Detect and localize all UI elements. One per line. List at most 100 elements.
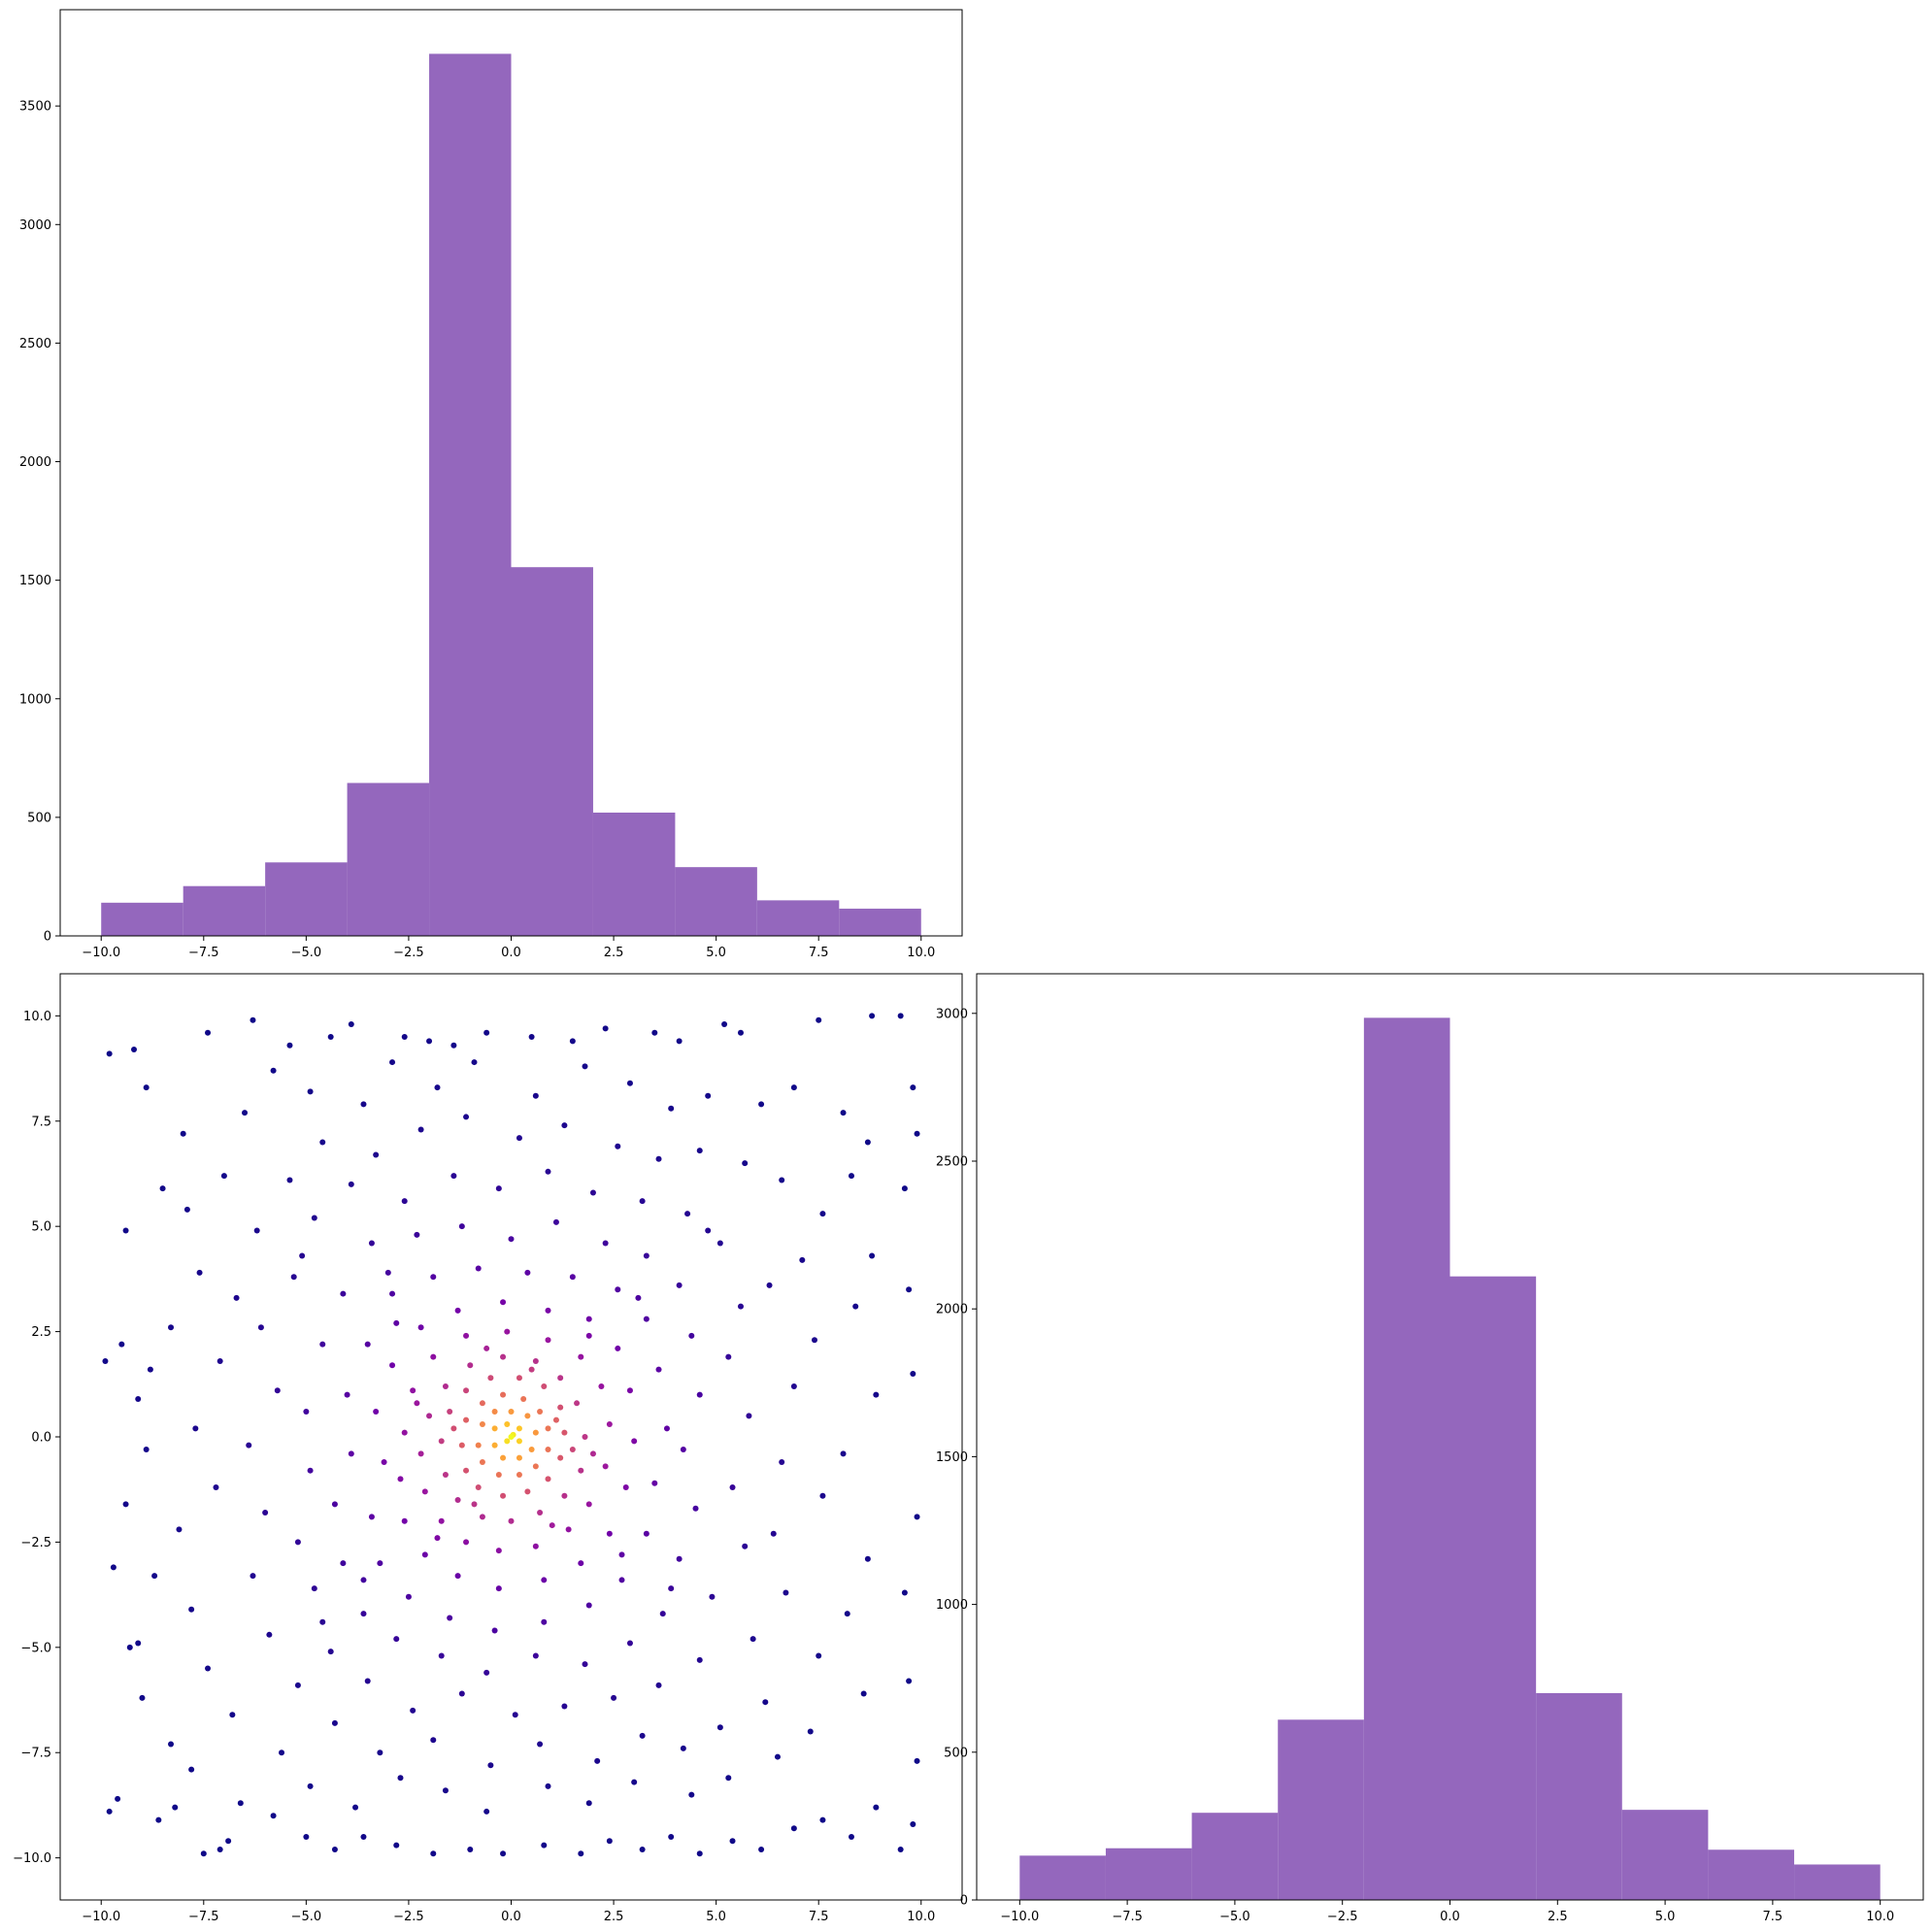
scatter-point	[307, 1782, 314, 1789]
scatter-point	[545, 1168, 551, 1175]
scatter-point	[643, 1252, 650, 1259]
scatter-point	[393, 1636, 400, 1643]
scatter-point	[458, 1690, 465, 1697]
scatter-point	[585, 1501, 592, 1508]
scatter-point	[626, 1640, 633, 1647]
scatter-point	[491, 1408, 498, 1415]
scatter-point	[626, 1387, 633, 1394]
scatter-point	[352, 1804, 359, 1811]
x-tick-label: −10.0	[1000, 1910, 1039, 1924]
scatter-point	[598, 1382, 605, 1389]
y-tick-label: −5.0	[20, 1641, 51, 1655]
scatter-point	[639, 1846, 646, 1852]
scatter-point	[508, 1236, 515, 1243]
x-tick-label: −5.0	[291, 1910, 322, 1924]
scatter-point	[188, 1766, 195, 1773]
scatter-point	[504, 1328, 511, 1335]
scatter-point	[869, 1013, 876, 1019]
scatter-point	[532, 1652, 539, 1659]
y-tick-label: 3500	[19, 100, 51, 115]
x-tick-label: −10.0	[82, 946, 120, 960]
scatter-point	[401, 1198, 408, 1205]
scatter-point	[504, 1420, 511, 1427]
scatter-point	[910, 1084, 916, 1091]
scatter-point	[368, 1240, 375, 1247]
scatter-point	[421, 1551, 428, 1558]
scatter-point	[541, 1577, 548, 1583]
scatter-point	[528, 1447, 535, 1453]
scatter-point	[860, 1690, 867, 1697]
histogram-bar	[429, 53, 512, 936]
scatter-point	[397, 1476, 404, 1482]
scatter-point	[790, 1382, 797, 1389]
scatter-point	[188, 1606, 195, 1613]
scatter-point	[692, 1505, 699, 1512]
scatter-point	[696, 1656, 703, 1663]
scatter-point	[873, 1391, 880, 1398]
scatter-point	[569, 1447, 576, 1453]
x-tick-label: 7.5	[809, 946, 829, 960]
histogram-top-left: −10.0 −7.5 −5.0 −2.5 0.0 2.5 5.0 7.5 10.0 0 500 100…	[19, 9, 963, 960]
scatter-point	[122, 1227, 129, 1234]
x-tick-label: −2.5	[1327, 1910, 1358, 1924]
scatter-point	[373, 1408, 380, 1415]
scatter-point	[651, 1029, 658, 1036]
scatter-point	[545, 1307, 551, 1314]
scatter-point	[122, 1501, 129, 1508]
scatter-point	[602, 1025, 609, 1032]
scatter-point	[495, 1548, 502, 1554]
scatter-point	[749, 1636, 756, 1643]
scatter-point	[758, 1846, 765, 1852]
scatter-point	[766, 1282, 773, 1288]
scatter-point	[327, 1034, 334, 1041]
scatter-point	[552, 1416, 559, 1423]
scatter-point	[463, 1114, 470, 1120]
scatter-point	[532, 1543, 539, 1549]
x-tick-label: 10.0	[907, 946, 935, 960]
scatter-point	[450, 1173, 457, 1180]
scatter-point	[668, 1105, 675, 1112]
scatter-point	[668, 1585, 675, 1592]
scatter-point	[783, 1589, 789, 1596]
scatter-point	[442, 1787, 449, 1794]
scatter-point	[668, 1833, 675, 1840]
scatter-point	[696, 1391, 703, 1398]
scatter-point	[639, 1732, 646, 1739]
scatter-point	[118, 1341, 125, 1348]
scatter-point	[910, 1820, 916, 1827]
scatter-point	[520, 1395, 527, 1402]
scatter-point	[483, 1345, 490, 1351]
scatter-point	[528, 1366, 535, 1373]
y-tick-label: 0	[44, 930, 51, 945]
scatter-point	[307, 1467, 314, 1474]
scatter-point	[500, 1850, 507, 1857]
scatter-point	[532, 1357, 539, 1364]
scatter-point	[311, 1585, 317, 1592]
histogram-bar	[756, 900, 840, 936]
scatter-point	[389, 1290, 396, 1297]
scatter-point	[262, 1510, 269, 1516]
scatter-point	[344, 1391, 350, 1398]
scatter-point	[655, 1682, 662, 1688]
scatter-point	[414, 1231, 420, 1238]
scatter-point	[414, 1400, 420, 1407]
scatter-point	[504, 1438, 511, 1445]
y-tick-label: 0.0	[31, 1431, 51, 1446]
scatter-point	[266, 1631, 273, 1638]
scatter-point	[816, 1652, 822, 1659]
scatter-point	[897, 1013, 904, 1019]
histogram-bar	[1449, 1276, 1537, 1900]
scatter-point	[696, 1850, 703, 1857]
scatter-point	[557, 1375, 564, 1382]
x-tick-label: 10.0	[907, 1910, 935, 1924]
y-tick-label: −10.0	[13, 1851, 51, 1866]
scatter-point	[253, 1227, 260, 1234]
scatter-point	[303, 1833, 310, 1840]
scatter-point	[589, 1189, 596, 1196]
scatter-point	[561, 1492, 568, 1499]
scatter-point	[479, 1420, 485, 1427]
scatter-point	[516, 1425, 522, 1432]
scatter-point	[705, 1092, 712, 1099]
scatter-point	[532, 1092, 539, 1099]
scatter-point	[331, 1719, 338, 1726]
